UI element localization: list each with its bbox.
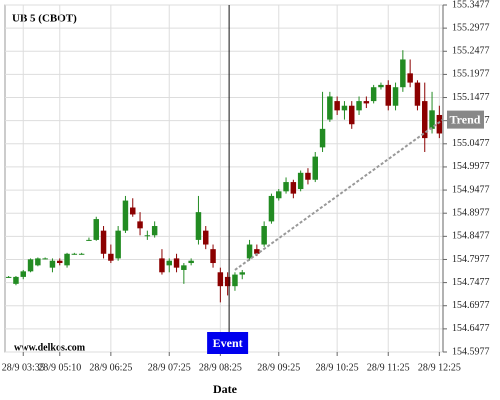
x-axis-label: Date xyxy=(213,382,238,396)
candle-body xyxy=(356,101,362,111)
candle-body xyxy=(20,271,26,277)
candle-body xyxy=(385,84,391,106)
candle-body xyxy=(217,272,224,287)
candle-body xyxy=(108,253,114,261)
candle-body xyxy=(400,59,406,88)
x-tick-label: 28/9 05:10 xyxy=(38,362,81,373)
candle-body xyxy=(42,258,48,260)
candle-body xyxy=(429,110,435,129)
candle-body xyxy=(115,230,121,259)
x-tick-label: 28/9 09:25 xyxy=(257,362,300,373)
candle-body xyxy=(349,105,355,125)
y-tick-label: 155.1977 xyxy=(452,69,490,80)
trend-box xyxy=(447,110,484,129)
candle-body xyxy=(290,182,297,194)
trend-line xyxy=(234,118,444,271)
y-tick-label: 154.9477 xyxy=(452,184,490,195)
x-tick-label: 28/9 08:25 xyxy=(199,362,242,373)
candle-body xyxy=(327,96,333,120)
candle-body xyxy=(71,253,78,255)
candle-body xyxy=(49,260,56,268)
candle-body xyxy=(195,212,202,240)
y-tick-label: 155.3477 xyxy=(452,0,490,10)
candle-body xyxy=(276,191,282,199)
candle-body xyxy=(137,221,143,229)
x-tick-label: 28/9 07:25 xyxy=(148,362,191,373)
candle-body xyxy=(173,258,180,268)
candle-body xyxy=(181,265,187,270)
candle-body xyxy=(203,230,209,245)
candle-body xyxy=(246,244,253,259)
candle-body xyxy=(363,101,370,104)
candle-body xyxy=(151,226,158,236)
candle-body xyxy=(436,114,443,134)
candle-body xyxy=(27,259,34,272)
candle-body xyxy=(283,182,289,192)
y-tick-label: 154.7977 xyxy=(452,254,490,265)
candle-body xyxy=(261,226,267,245)
candle-body xyxy=(414,82,421,106)
candle-body xyxy=(93,219,99,240)
candle-body xyxy=(407,73,413,83)
candle-body xyxy=(188,260,194,264)
y-tick-label: 154.7477 xyxy=(452,277,490,288)
plot-area xyxy=(4,4,444,353)
candle-body xyxy=(224,276,231,287)
event-box xyxy=(207,332,249,354)
chart-title: UB 5 (CBOT) xyxy=(12,13,77,25)
candle-body xyxy=(334,101,340,111)
y-tick-label: 154.6477 xyxy=(452,323,490,334)
x-tick-label: 28/9 06:25 xyxy=(89,362,132,373)
watermark: www.delkos.com xyxy=(14,342,86,353)
candle-body xyxy=(341,105,348,111)
candle-body xyxy=(86,239,92,241)
y-tick-label: 154.9977 xyxy=(452,161,490,172)
candle-body xyxy=(64,253,70,266)
candle-body xyxy=(166,260,172,266)
candle-body xyxy=(78,253,85,255)
x-tick-label: 28/9 10:25 xyxy=(316,362,359,373)
candle-body xyxy=(5,276,12,278)
candle-body xyxy=(370,87,377,102)
candle-body xyxy=(319,128,326,148)
x-tick-label: 28/9 03:35 xyxy=(2,362,45,373)
y-tick-label: 155.2477 xyxy=(452,46,490,57)
x-tick-label: 28/9 11:25 xyxy=(367,362,410,373)
candle-body xyxy=(130,207,136,215)
y-tick-label: 154.8477 xyxy=(452,231,490,242)
y-tick-label: 154.6977 xyxy=(452,300,490,311)
candle-body xyxy=(232,274,238,287)
candle-body xyxy=(254,249,260,254)
candle-body xyxy=(239,272,245,275)
candle-body xyxy=(312,156,318,180)
x-tick-label: 28/9 12:25 xyxy=(418,362,461,373)
candle-body xyxy=(144,235,151,237)
candle-body xyxy=(122,200,129,231)
candle-body xyxy=(13,276,19,284)
y-tick-label: 154.5977 xyxy=(452,346,490,357)
candle-body xyxy=(35,258,41,266)
y-tick-label: 155.0477 xyxy=(452,138,490,149)
y-tick-label: 155.1477 xyxy=(452,92,490,103)
y-tick-label: 154.8977 xyxy=(452,207,490,218)
candle-body xyxy=(392,87,399,106)
candle-body xyxy=(210,249,216,264)
candle-body xyxy=(305,172,311,180)
candle-body xyxy=(378,84,384,88)
candle-body xyxy=(422,101,428,139)
y-tick-label: 155.2977 xyxy=(452,22,490,33)
candle-body xyxy=(100,230,107,254)
trend-label: Trend xyxy=(450,112,481,126)
candle-body xyxy=(159,258,165,273)
candle-body xyxy=(297,172,304,190)
candle-body xyxy=(268,195,275,222)
candle-body xyxy=(57,260,63,264)
event-label: Event xyxy=(213,336,243,350)
